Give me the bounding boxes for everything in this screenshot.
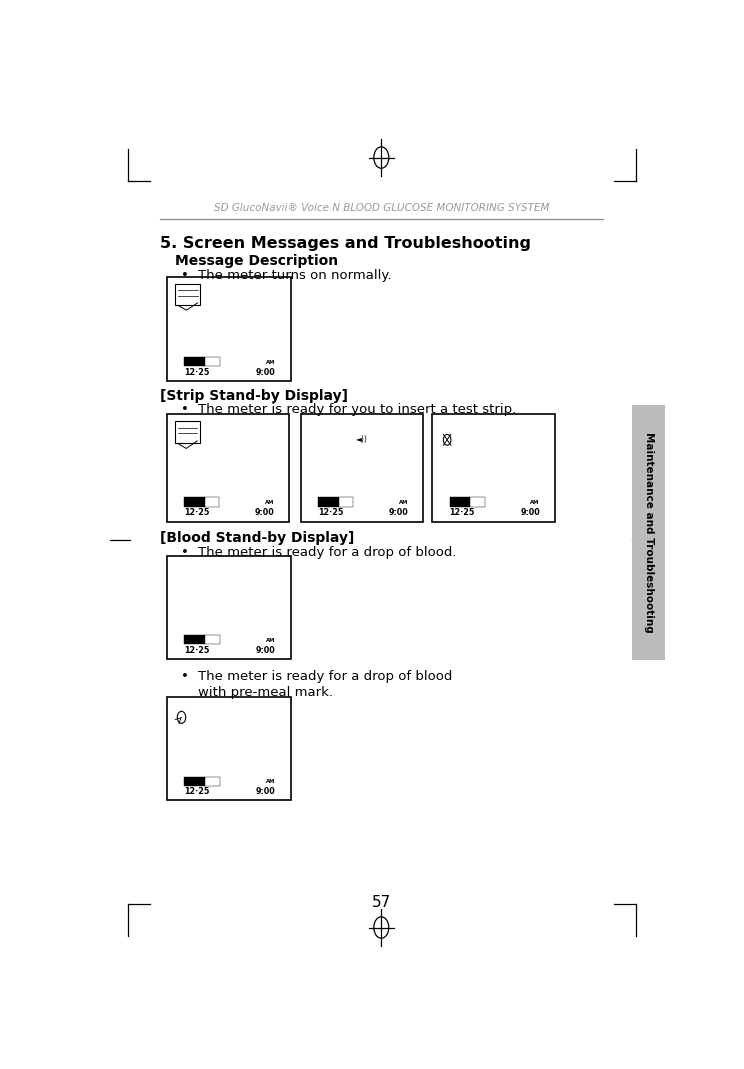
Bar	[184, 497, 205, 507]
Text: 12·25: 12·25	[184, 509, 209, 517]
Bar	[176, 284, 200, 305]
Text: The meter is ready for you to insert a test strip.: The meter is ready for you to insert a t…	[199, 403, 516, 416]
Text: AM: AM	[265, 500, 274, 505]
Bar	[167, 556, 291, 659]
Text: with pre-meal mark.: with pre-meal mark.	[199, 685, 333, 699]
Bar	[318, 497, 339, 507]
Bar	[184, 357, 205, 367]
Text: AM: AM	[266, 638, 275, 642]
Bar	[167, 697, 291, 801]
Text: 12·25: 12·25	[184, 788, 209, 796]
Text: 5. Screen Messages and Troubleshooting: 5. Screen Messages and Troubleshooting	[160, 236, 530, 251]
Bar	[432, 414, 555, 522]
Text: 12·25: 12·25	[318, 509, 343, 517]
Bar	[449, 497, 470, 507]
Text: AM: AM	[530, 500, 540, 505]
Text: 12·25: 12·25	[184, 368, 209, 376]
Bar	[167, 414, 289, 522]
Text: •: •	[182, 269, 189, 282]
Bar	[175, 421, 199, 443]
Text: The meter is ready for a drop of blood.: The meter is ready for a drop of blood.	[199, 545, 457, 559]
Bar	[301, 414, 423, 522]
Bar	[205, 497, 219, 507]
Text: Maintenance and Troubleshooting: Maintenance and Troubleshooting	[644, 432, 654, 633]
Bar	[339, 497, 353, 507]
Text: 9:00: 9:00	[256, 788, 276, 796]
Text: AM: AM	[266, 779, 275, 785]
Text: Message Description: Message Description	[175, 253, 339, 268]
Text: SD GlucoNavii® Voice N BLOOD GLUCOSE MONITORING SYSTEM: SD GlucoNavii® Voice N BLOOD GLUCOSE MON…	[214, 203, 549, 213]
Text: The meter turns on normally.: The meter turns on normally.	[199, 269, 392, 282]
Text: 9:00: 9:00	[254, 509, 275, 517]
Text: The meter is ready for a drop of blood: The meter is ready for a drop of blood	[199, 669, 453, 683]
Text: AM: AM	[399, 500, 408, 505]
Text: •: •	[182, 669, 189, 683]
Text: [Blood Stand-by Display]: [Blood Stand-by Display]	[160, 531, 354, 545]
Text: ◄)): ◄))	[356, 435, 368, 445]
Text: AM: AM	[266, 360, 275, 365]
Text: 12·25: 12·25	[184, 646, 209, 654]
Bar	[632, 405, 665, 660]
Text: •: •	[182, 545, 189, 559]
Text: 9:00: 9:00	[389, 509, 408, 517]
Text: •: •	[182, 403, 189, 416]
Text: 9:00: 9:00	[256, 368, 276, 376]
Text: 9:00: 9:00	[256, 646, 276, 654]
Bar	[184, 776, 205, 786]
Bar	[205, 635, 220, 645]
Bar	[167, 277, 291, 381]
Text: 9:00: 9:00	[521, 509, 540, 517]
Text: 57: 57	[372, 895, 391, 910]
Text: [Strip Stand-by Display]: [Strip Stand-by Display]	[160, 388, 347, 403]
Bar	[205, 357, 220, 367]
Bar	[205, 776, 220, 786]
Text: 12·25: 12·25	[449, 509, 475, 517]
Bar	[470, 497, 485, 507]
Bar	[184, 635, 205, 645]
